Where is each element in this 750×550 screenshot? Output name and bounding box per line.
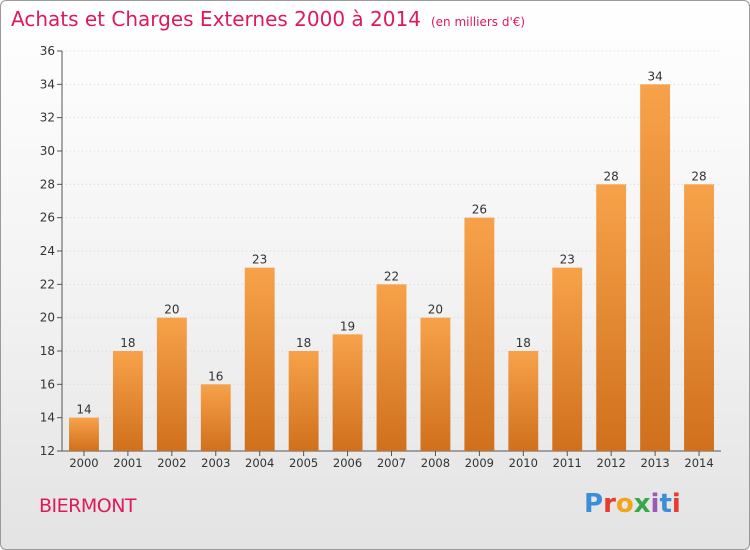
y-tick-label: 28 xyxy=(40,177,55,191)
x-tick-label-2000: 2000 xyxy=(69,456,98,470)
value-label-2001: 18 xyxy=(120,336,135,350)
bar-2014 xyxy=(684,184,714,452)
x-tick-label-2011: 2011 xyxy=(553,456,582,470)
bar-2013 xyxy=(640,84,671,451)
logo-letter: r xyxy=(603,489,616,519)
y-tick-label: 20 xyxy=(40,311,55,325)
x-tick-label-2009: 2009 xyxy=(465,456,494,470)
bar-2007 xyxy=(376,284,407,451)
bar-2011 xyxy=(552,267,583,451)
proxiti-logo: Proxiti xyxy=(584,489,681,519)
value-label-2006: 19 xyxy=(340,319,355,333)
commune-name: BIERMONT xyxy=(39,495,137,517)
value-label-2009: 26 xyxy=(472,203,487,217)
logo-letter: i xyxy=(650,489,660,519)
value-label-2011: 23 xyxy=(560,253,575,267)
bar-2006 xyxy=(332,334,363,451)
value-label-2002: 20 xyxy=(164,303,179,317)
x-tick-label-2014: 2014 xyxy=(684,456,713,470)
value-label-2005: 18 xyxy=(296,336,311,350)
x-tick-label-2013: 2013 xyxy=(640,456,669,470)
y-tick-label: 16 xyxy=(40,377,55,391)
x-tick-label-2004: 2004 xyxy=(245,456,274,470)
x-tick-label-2002: 2002 xyxy=(157,456,186,470)
value-label-2000: 14 xyxy=(76,403,91,417)
bar-2004 xyxy=(244,267,275,451)
value-label-2012: 28 xyxy=(604,169,619,183)
y-tick-label: 32 xyxy=(40,111,55,125)
bar-2008 xyxy=(420,317,451,451)
bar-2002 xyxy=(156,317,187,451)
value-label-2013: 34 xyxy=(647,69,662,83)
y-tick-label: 30 xyxy=(40,144,55,158)
chart-title: Achats et Charges Externes 2000 à 2014 (e… xyxy=(11,7,525,35)
y-tick-label: 14 xyxy=(40,411,55,425)
x-tick-label-2003: 2003 xyxy=(201,456,230,470)
y-tick-label: 18 xyxy=(40,344,55,358)
bar-2005 xyxy=(288,351,319,451)
y-tick-label: 26 xyxy=(40,211,55,225)
value-label-2014: 28 xyxy=(691,169,706,183)
x-tick-label-2006: 2006 xyxy=(333,456,362,470)
x-tick-label-2001: 2001 xyxy=(113,456,142,470)
y-tick-label: 34 xyxy=(40,77,55,91)
chart-unit: (en milliers d'€) xyxy=(430,15,526,29)
logo-letter: o xyxy=(615,489,634,519)
bar-2010 xyxy=(508,351,539,451)
x-tick-label-2007: 2007 xyxy=(377,456,406,470)
value-label-2008: 20 xyxy=(428,303,443,317)
logo-letter: x xyxy=(633,489,651,519)
value-label-2004: 23 xyxy=(252,253,267,267)
x-tick-label-2005: 2005 xyxy=(289,456,318,470)
bar-2000 xyxy=(69,417,99,451)
y-tick-label: 24 xyxy=(40,244,55,258)
value-label-2007: 22 xyxy=(384,269,399,283)
bar-2012 xyxy=(596,184,627,452)
y-tick-label: 22 xyxy=(40,277,55,291)
bar-2003 xyxy=(200,384,231,451)
x-tick-label-2008: 2008 xyxy=(421,456,450,470)
logo-letter: i xyxy=(671,489,681,519)
x-tick-label-2012: 2012 xyxy=(597,456,626,470)
chart-title-text: Achats et Charges Externes 2000 à 2014 xyxy=(11,7,421,31)
logo-letter: t xyxy=(659,489,672,519)
bar-2001 xyxy=(112,351,143,451)
value-label-2010: 18 xyxy=(516,336,531,350)
y-tick-label: 36 xyxy=(40,44,55,58)
value-label-2003: 16 xyxy=(208,369,223,383)
x-tick-label-2010: 2010 xyxy=(509,456,538,470)
y-tick-label: 12 xyxy=(40,444,55,458)
bar-chart: 12 14 16 18 20 22 24 26 28 30 32 34 36 14 2000 18 2001 2… xyxy=(40,44,721,470)
logo-letter: P xyxy=(584,489,604,519)
bar-2009 xyxy=(464,217,495,451)
